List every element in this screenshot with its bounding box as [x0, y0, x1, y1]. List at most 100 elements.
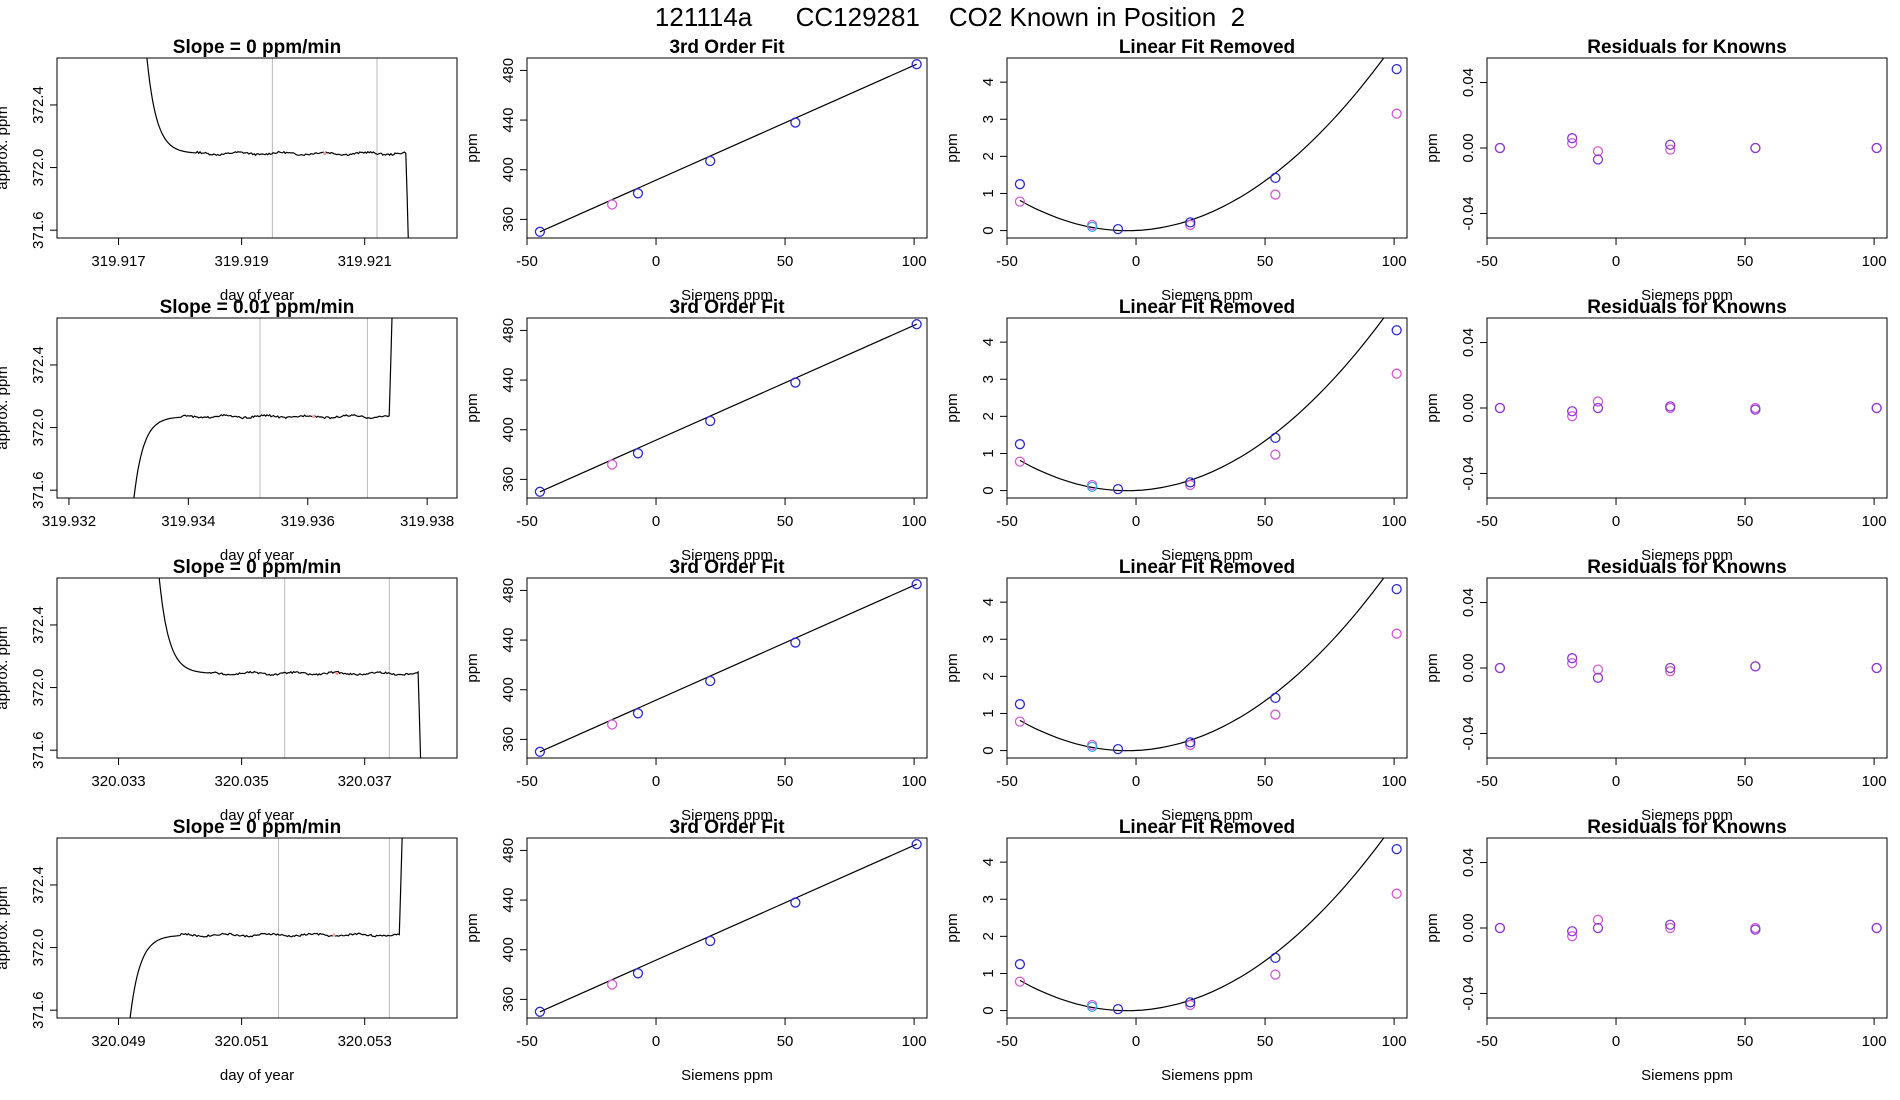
y-axis-label: approx. ppm [0, 886, 11, 969]
x-tick-label: 50 [777, 513, 794, 530]
point-magenta [1185, 999, 1196, 1011]
point-cyan [1087, 1001, 1098, 1013]
point-blue [1494, 662, 1506, 674]
panel: 3rd Order Fit Siemens ppm ppm -50 0 50 100 360 4… [464, 557, 928, 824]
plot-area [1014, 578, 1402, 755]
y-tick-label: 480 [500, 318, 517, 343]
point-blue [790, 897, 801, 908]
plot-frame [1486, 57, 1888, 239]
panel: 3rd Order Fit Siemens ppm ppm -50 0 50 100 360 4… [464, 297, 928, 564]
x-tick-label: 320.051 [214, 1033, 268, 1050]
plot-frame [1006, 837, 1408, 1019]
x-axis-label: day of year [220, 1067, 294, 1084]
panel: 3rd Order Fit Siemens ppm ppm -50 0 50 100 360 4… [464, 37, 928, 304]
x-tick-label: 320.033 [91, 773, 145, 790]
panel: Slope = 0.01 ppm/min day of year approx. p… [0, 297, 458, 564]
point-blue [1871, 142, 1882, 154]
x-axis-label: Siemens ppm [1641, 287, 1733, 304]
x-axis-label: day of year [220, 807, 294, 824]
point-blue [1592, 922, 1604, 934]
x-tick-label: -50 [1476, 773, 1498, 790]
fit-line [539, 843, 917, 1013]
x-axis-label: Siemens ppm [1161, 1067, 1253, 1084]
point-magenta [1014, 716, 1026, 727]
x-axis-label: Siemens ppm [681, 287, 773, 304]
y-tick-label: 3 [980, 375, 997, 383]
plot-frame [56, 317, 458, 499]
y-tick-label: 372.4 [30, 346, 47, 384]
y-tick-label: -0.04 [1460, 456, 1477, 490]
x-tick-label: 0 [1612, 1033, 1620, 1050]
point-blue [911, 59, 922, 70]
fit-line [539, 323, 917, 493]
x-tick-label: 50 [1737, 253, 1754, 270]
point-blue [1112, 1003, 1124, 1015]
plot-area [1014, 838, 1402, 1015]
point-blue [1665, 401, 1676, 412]
panel: Residuals for Knowns Siemens ppm ppm -50 0 50… [1424, 37, 1888, 304]
point-magenta [1592, 664, 1604, 675]
y-tick-label: 4 [980, 78, 997, 86]
point-blue [632, 708, 644, 719]
point-blue [1391, 843, 1402, 855]
panel-title: 3rd Order Fit [669, 817, 785, 838]
point-magenta [1391, 368, 1402, 379]
mean-marker [335, 671, 339, 676]
y-tick-label: 360 [500, 727, 517, 752]
panel-title: 3rd Order Fit [669, 297, 785, 318]
plot-area [534, 59, 922, 237]
point-blue [1871, 922, 1882, 934]
point-blue [1494, 402, 1506, 414]
y-tick-label: 400 [500, 677, 517, 702]
x-tick-label: 50 [1257, 773, 1274, 790]
y-tick-label: -0.04 [1460, 716, 1477, 750]
x-axis-label: Siemens ppm [1641, 807, 1733, 824]
mean-marker [332, 933, 336, 937]
x-tick-label: 320.035 [214, 773, 268, 790]
plot-area [1014, 58, 1402, 235]
point-blue [1014, 439, 1026, 450]
panel-title: Slope = 0 ppm/min [173, 817, 341, 838]
plot-frame [1006, 317, 1408, 499]
y-axis-label: ppm [1424, 653, 1441, 682]
point-magenta [1391, 888, 1402, 899]
point-blue [632, 448, 644, 459]
y-tick-label: 1 [980, 189, 997, 197]
plot-frame [526, 57, 928, 239]
point-magenta [607, 979, 618, 990]
y-axis-label: ppm [464, 393, 481, 422]
x-tick-label: -50 [996, 513, 1018, 530]
plot-frame [1486, 317, 1888, 499]
x-tick-label: 319.919 [214, 253, 268, 270]
panel-title: Linear Fit Removed [1119, 37, 1295, 58]
y-axis-label: ppm [944, 913, 961, 942]
x-tick-label: 0 [652, 1033, 660, 1050]
ppm-trace [133, 318, 393, 498]
y-tick-label: 440 [500, 888, 517, 913]
x-tick-label: -50 [516, 253, 538, 270]
panel-title: Residuals for Knowns [1587, 297, 1787, 318]
point-blue [1567, 926, 1578, 937]
x-tick-label: 0 [1132, 253, 1140, 270]
point-blue [790, 637, 801, 648]
y-tick-label: 1 [980, 709, 997, 717]
y-tick-label: 400 [500, 157, 517, 182]
panel-title: 3rd Order Fit [669, 37, 785, 58]
x-tick-label: -50 [996, 253, 1018, 270]
point-blue [1567, 133, 1578, 144]
y-tick-label: 400 [500, 937, 517, 962]
plot-frame [56, 837, 458, 1019]
point-blue [1592, 402, 1604, 414]
point-blue [534, 486, 546, 497]
point-blue [1185, 997, 1196, 1008]
x-tick-label: 0 [1132, 773, 1140, 790]
point-blue [1665, 662, 1676, 674]
panel-title: Slope = 0 ppm/min [173, 557, 341, 578]
y-axis-label: ppm [464, 913, 481, 942]
point-magenta [1391, 628, 1402, 639]
x-tick-label: -50 [1476, 253, 1498, 270]
panel-title: Residuals for Knowns [1587, 37, 1787, 58]
fit-curve [1019, 58, 1385, 232]
x-tick-label: 100 [902, 253, 927, 270]
